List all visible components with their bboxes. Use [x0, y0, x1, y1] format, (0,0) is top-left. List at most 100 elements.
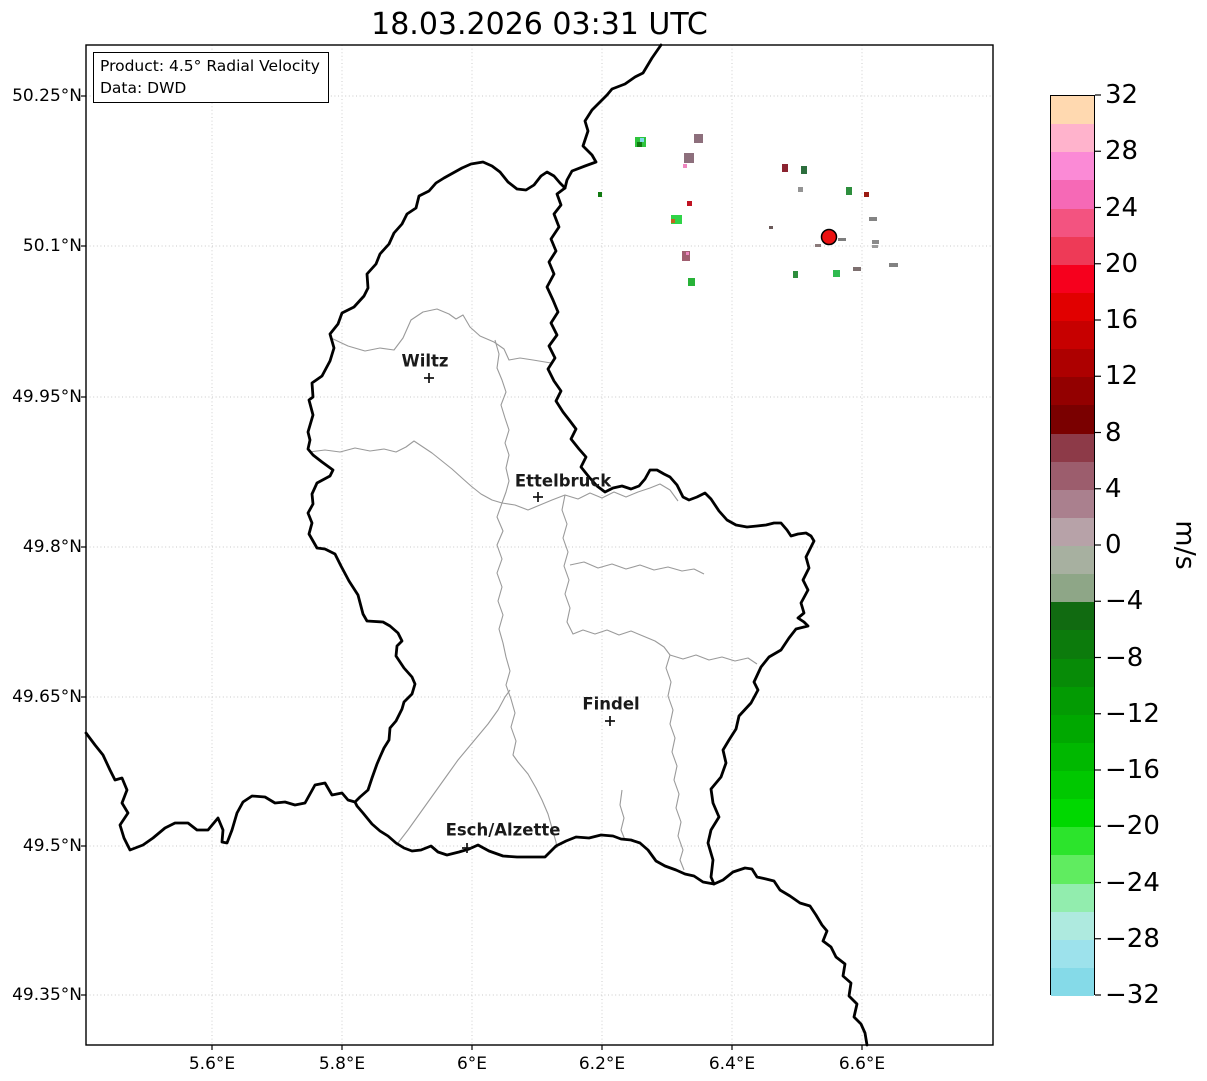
colorbar-band	[1051, 292, 1094, 321]
colorbar-band	[1051, 602, 1094, 631]
radar-echo	[838, 238, 846, 241]
radar-echo	[815, 244, 821, 247]
colorbar-band	[1051, 714, 1094, 743]
colorbar-band	[1051, 799, 1094, 828]
colorbar-band	[1051, 658, 1094, 687]
colorbar-tick-label: −8	[1105, 642, 1144, 673]
colorbar-tick-label: 12	[1105, 361, 1139, 392]
colorbar-band	[1051, 180, 1094, 209]
plot-title: 18.03.2026 03:31 UTC	[371, 7, 708, 42]
colorbar-band	[1051, 152, 1094, 181]
colorbar-band	[1051, 264, 1094, 293]
colorbar-band	[1051, 855, 1094, 884]
radar-echo	[798, 187, 803, 192]
neighbor-country-border	[563, 43, 663, 190]
radar-echo	[793, 271, 798, 278]
y-tick-label: 49.8°N	[22, 537, 82, 557]
y-tick-label: 50.1°N	[22, 236, 82, 256]
colorbar-band	[1051, 236, 1094, 265]
radar-echo	[801, 166, 807, 174]
neighbor-country-border	[84, 731, 357, 852]
x-tick-label: 5.6°E	[188, 1054, 236, 1074]
colorbar-band	[1051, 574, 1094, 603]
city-label: Esch/Alzette	[445, 820, 561, 840]
y-tick-label: 49.95°N	[12, 387, 82, 407]
radar-echo	[846, 187, 852, 195]
colorbar-band	[1051, 546, 1094, 575]
colorbar-band	[1051, 771, 1094, 800]
radar-echo	[683, 164, 687, 168]
colorbar-band	[1051, 939, 1094, 968]
canton-border	[619, 789, 626, 841]
colorbar-tick-label: −16	[1105, 755, 1160, 785]
canton-border	[501, 483, 679, 511]
radar-echo	[686, 252, 689, 255]
colorbar-band	[1051, 489, 1094, 518]
canton-border	[669, 654, 758, 665]
canton-border	[494, 339, 510, 504]
plot-frame	[85, 44, 994, 1046]
radar-echo	[872, 245, 878, 248]
colorbar-tick-label: 20	[1105, 248, 1139, 279]
colorbar-band	[1051, 405, 1094, 434]
colorbar-band	[1051, 742, 1094, 771]
radar-echo	[694, 134, 703, 143]
colorbar-band	[1051, 461, 1094, 490]
radar-echo	[671, 215, 682, 224]
x-tick-label: 6.4°E	[708, 1054, 756, 1074]
colorbar-tick-label: 32	[1105, 80, 1139, 110]
radar-echo	[853, 267, 861, 271]
y-tick-label: 49.35°N	[12, 985, 82, 1005]
x-tick-label: 6.2°E	[578, 1054, 626, 1074]
colorbar-band	[1051, 883, 1094, 912]
colorbar-band	[1051, 686, 1094, 715]
colorbar-tick-label: −4	[1105, 586, 1144, 617]
y-tick-label: 49.5°N	[22, 836, 82, 856]
colorbar-band	[1051, 967, 1094, 996]
radar-site-marker	[820, 228, 838, 246]
radar-echo	[684, 153, 694, 163]
colorbar-tick-label: 8	[1105, 417, 1122, 448]
colorbar	[1050, 95, 1095, 996]
radar-echo	[640, 138, 644, 142]
colorbar-tick-label: 24	[1105, 192, 1139, 223]
radar-echo	[598, 192, 602, 197]
y-tick-label: 50.25°N	[12, 86, 82, 106]
colorbar-band	[1051, 124, 1094, 153]
colorbar-tick-label: 16	[1105, 305, 1139, 335]
canton-border	[561, 494, 685, 871]
colorbar-tick-label: −28	[1105, 923, 1160, 954]
radar-echo	[864, 192, 869, 197]
colorbar-tick-label: −20	[1105, 811, 1160, 842]
colorbar-band	[1051, 377, 1094, 406]
colorbar-band	[1051, 96, 1094, 125]
colorbar-band	[1051, 433, 1094, 462]
canton-border	[496, 502, 558, 849]
radar-echo	[688, 278, 695, 286]
luxembourg-border	[306, 160, 816, 886]
colorbar-tick-label: 4	[1105, 473, 1122, 504]
x-tick-label: 5.8°E	[318, 1054, 366, 1074]
radar-echo	[872, 240, 879, 244]
colorbar-unit-label: m/s	[1169, 520, 1201, 570]
radar-echo	[671, 219, 675, 223]
colorbar-tick-label: −12	[1105, 698, 1160, 729]
radar-echo	[869, 217, 877, 221]
radar-echo	[889, 263, 898, 267]
canton-border	[330, 308, 552, 364]
colorbar-tick-label: 0	[1105, 530, 1122, 560]
neighbor-country-border	[712, 866, 869, 1047]
colorbar-tick-label: −24	[1105, 867, 1160, 898]
radar-echo	[833, 270, 840, 277]
colorbar-band	[1051, 517, 1094, 546]
city-label: Findel	[582, 694, 640, 714]
canton-border	[397, 689, 511, 844]
y-tick-label: 49.65°N	[12, 687, 82, 707]
colorbar-tick-label: −32	[1105, 980, 1160, 1010]
radar-echo	[637, 142, 642, 147]
colorbar-band	[1051, 349, 1094, 378]
radar-echo	[782, 164, 788, 172]
radar-echo	[769, 226, 773, 229]
